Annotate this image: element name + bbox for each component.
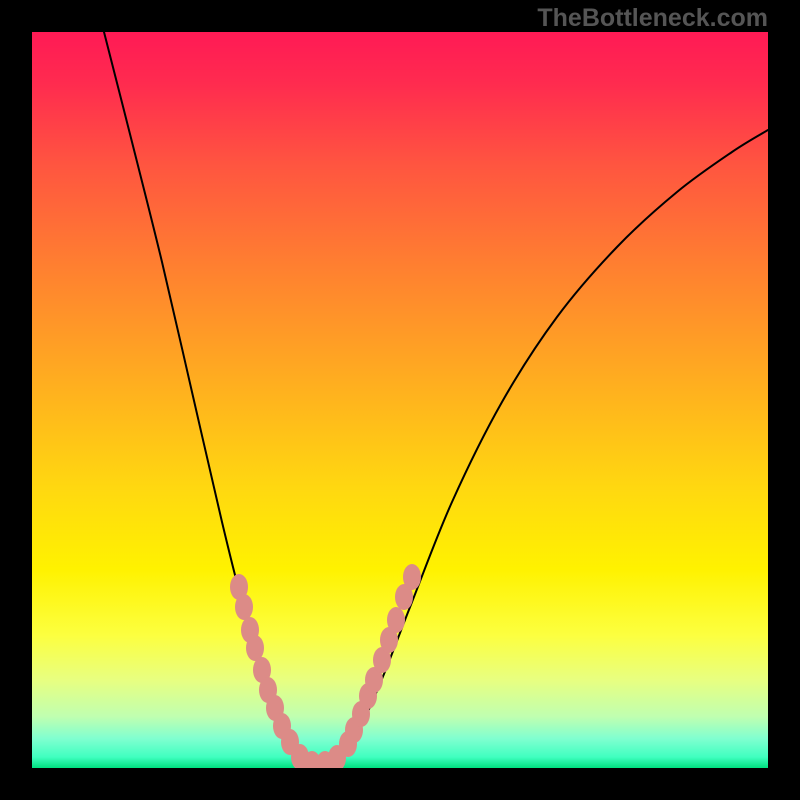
watermark-text: TheBottleneck.com bbox=[537, 4, 768, 33]
chart-container: TheBottleneck.com bbox=[0, 0, 800, 800]
chart-svg bbox=[32, 32, 768, 768]
gradient-background bbox=[32, 32, 768, 768]
marker-right bbox=[403, 564, 421, 590]
marker-left bbox=[235, 594, 253, 620]
marker-right bbox=[387, 607, 405, 633]
plot-area bbox=[32, 32, 768, 768]
